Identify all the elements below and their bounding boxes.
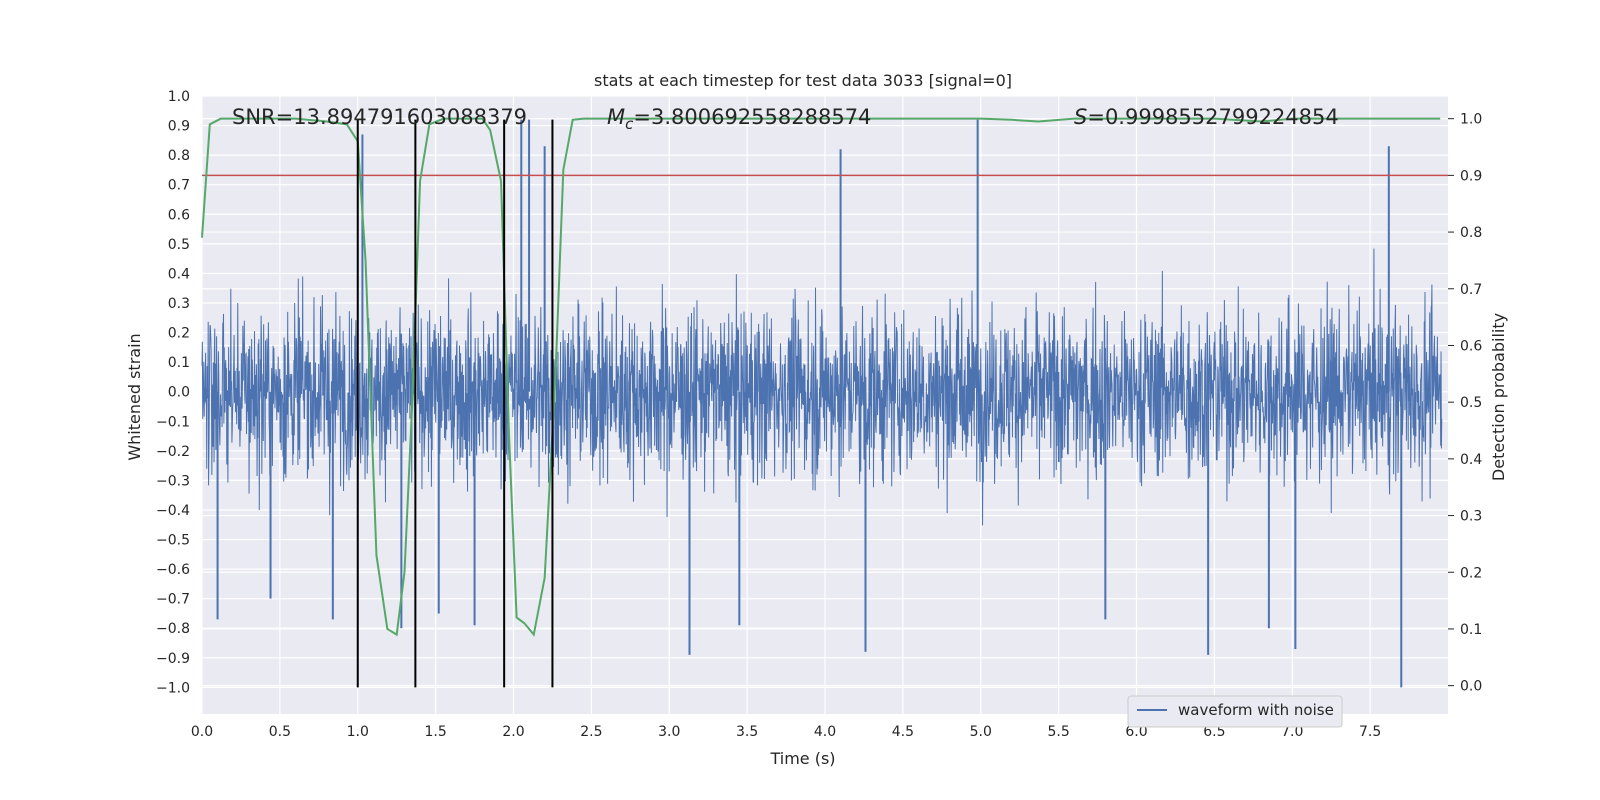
y-tick-label: −0.6 <box>156 562 190 578</box>
x-tick-label: 0.0 <box>191 724 213 740</box>
y2-tick-label: 0.5 <box>1460 395 1482 411</box>
y-tick-label: 0.6 <box>168 207 190 223</box>
y2-tick-label: 0.0 <box>1460 679 1482 695</box>
y2-tick-label: 0.8 <box>1460 225 1482 241</box>
y-tick-label: 0.0 <box>168 385 190 401</box>
y-tick-label: −0.4 <box>156 503 190 519</box>
y-axis-ticks: 1.0 0.9 0.8 0.7 0.6 0.5 0.4 0.3 0.2 0.1 0.0 −0.1 −0.… <box>156 89 190 696</box>
waveform-series <box>201 119 1443 688</box>
x-tick-label: 2.0 <box>502 724 524 740</box>
probability-series <box>201 117 1441 637</box>
waveform-line <box>201 248 1443 526</box>
y-tick-label: 0.2 <box>168 326 190 342</box>
s-value: =0.9998552799224854 <box>1087 105 1338 129</box>
x-tick-label: 1.5 <box>424 724 446 740</box>
x-tick-label: 5.5 <box>1047 724 1069 740</box>
y-tick-label: 0.9 <box>168 119 190 135</box>
y2-tick-label: 0.1 <box>1460 622 1482 638</box>
y-tick-label: −0.9 <box>156 651 190 667</box>
y-tick-label: −0.7 <box>156 592 190 608</box>
mc-symbol: M <box>607 105 625 129</box>
legend-box <box>1127 695 1343 728</box>
x-axis-label: Time (s) <box>769 749 835 768</box>
y-tick-label: −1.0 <box>156 680 190 696</box>
snr-annotation: SNR=13.894791603088379 <box>232 105 527 129</box>
x-tick-label: 3.5 <box>736 724 758 740</box>
chirp-mass-annotation: Mc=3.800692558288574 <box>607 105 871 133</box>
x-tick-label: 0.5 <box>269 724 291 740</box>
y-tick-label: 0.7 <box>168 178 190 194</box>
y-tick-label: 1.0 <box>168 89 190 105</box>
y-tick-label: 0.5 <box>168 237 190 253</box>
y-tick-label: 0.8 <box>168 148 190 164</box>
y-tick-label: −0.8 <box>156 621 190 637</box>
y2-tick-label: 0.3 <box>1460 509 1482 525</box>
x-tick-label: 7.5 <box>1359 724 1381 740</box>
x-tick-label: 5.0 <box>970 724 992 740</box>
probability-line <box>201 117 1441 637</box>
y2-tick-label: 0.2 <box>1460 565 1482 581</box>
mc-subscript: c <box>625 115 634 133</box>
chart-title: stats at each timestep for test data 303… <box>594 71 1012 90</box>
x-tick-label: 3.0 <box>658 724 680 740</box>
x-tick-label: 1.0 <box>347 724 369 740</box>
x-axis-ticks: 0.0 0.5 1.0 1.5 2.0 2.5 3.0 3.5 4.0 4.5 5.0 5.5 6.0 6… <box>191 724 1381 740</box>
legend: waveform with noise <box>1127 695 1343 728</box>
y-tick-label: 0.1 <box>168 355 190 371</box>
x-tick-label: 6.5 <box>1203 724 1225 740</box>
y2-tick-label: 0.4 <box>1460 452 1482 468</box>
x-tick-label: 4.5 <box>892 724 914 740</box>
s-symbol: S <box>1074 105 1087 129</box>
y-tick-label: −0.3 <box>156 473 190 489</box>
y2-tick-label: 0.6 <box>1460 338 1482 354</box>
y-axis-label: Whitened strain <box>125 333 144 460</box>
x-tick-label: 6.0 <box>1125 724 1147 740</box>
legend-label-waveform: waveform with noise <box>1178 701 1334 719</box>
y2-tick-label: 0.9 <box>1460 168 1482 184</box>
x-tick-label: 4.0 <box>814 724 836 740</box>
y-tick-label: 0.3 <box>168 296 190 312</box>
y2-tick-label: 0.7 <box>1460 282 1482 298</box>
y2-axis-label: Detection probability <box>1489 313 1508 481</box>
x-tick-label: 7.0 <box>1281 724 1303 740</box>
y-tick-label: 0.4 <box>168 266 190 282</box>
y2-axis-ticks: 1.0 0.9 0.8 0.7 0.6 0.5 0.4 0.3 0.2 0.1 0.0 <box>1448 112 1482 695</box>
y-tick-label: −0.2 <box>156 444 190 460</box>
y-tick-label: −0.1 <box>156 414 190 430</box>
s-annotation: S=0.9998552799224854 <box>1074 105 1339 129</box>
mc-value: =3.800692558288574 <box>633 105 871 129</box>
vertical-markers <box>356 119 554 688</box>
x-tick-label: 2.5 <box>580 724 602 740</box>
y-tick-label: −0.5 <box>156 533 190 549</box>
y2-tick-label: 1.0 <box>1460 112 1482 128</box>
